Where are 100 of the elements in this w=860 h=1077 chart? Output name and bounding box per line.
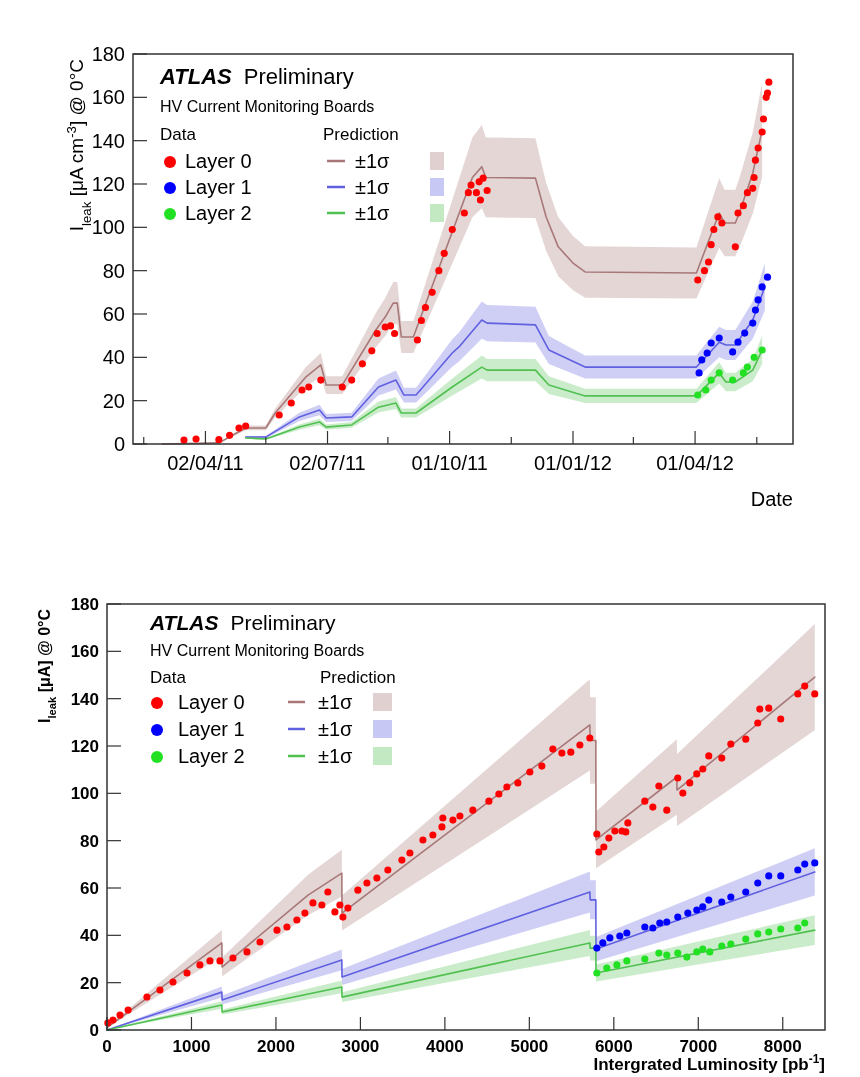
point — [613, 961, 621, 969]
legend-label: ±1σ — [318, 691, 354, 713]
y-tick-label: 0 — [113, 433, 125, 455]
point — [476, 196, 485, 204]
point — [242, 422, 250, 430]
legend-label: Layer 0 — [185, 150, 252, 172]
point — [703, 349, 711, 357]
point — [794, 866, 802, 874]
point — [226, 431, 234, 439]
point — [741, 329, 749, 337]
point — [440, 249, 448, 257]
point — [368, 347, 376, 355]
point — [763, 273, 772, 281]
point — [695, 369, 703, 377]
point — [700, 267, 709, 275]
legend-label: Layer 1 — [185, 176, 252, 198]
x-tick-label: 01/04/12 — [656, 452, 734, 474]
annotation: Data — [150, 668, 187, 687]
point — [759, 115, 768, 123]
point — [707, 241, 715, 249]
point — [649, 924, 657, 932]
point — [734, 209, 742, 217]
point — [727, 940, 735, 948]
point — [674, 913, 682, 921]
point — [765, 928, 773, 936]
point — [750, 173, 758, 182]
point — [603, 964, 611, 972]
point — [663, 951, 671, 959]
point — [663, 918, 671, 926]
point — [727, 893, 735, 901]
legend-label: ±1σ — [355, 202, 391, 224]
point — [417, 316, 425, 325]
point — [777, 872, 785, 880]
point — [758, 283, 766, 291]
point — [386, 322, 395, 330]
point — [707, 376, 715, 384]
y-tick-label: 160 — [70, 642, 99, 662]
point — [606, 934, 614, 942]
x-tick-label: 3000 — [341, 1037, 380, 1056]
point — [235, 424, 243, 432]
point — [702, 386, 710, 394]
point — [391, 329, 399, 338]
point — [693, 948, 701, 956]
point — [460, 209, 468, 217]
point — [413, 336, 421, 344]
point — [699, 945, 707, 953]
point — [758, 346, 766, 354]
y-tick-label: 140 — [70, 689, 99, 709]
point — [305, 383, 313, 391]
y-tick-label: 80 — [80, 831, 99, 851]
point — [715, 334, 723, 342]
point — [706, 948, 714, 956]
point — [749, 184, 757, 192]
point — [448, 225, 456, 234]
annotation: HV Current Monitoring Boards — [160, 98, 375, 115]
y-tick-label: 80 — [102, 259, 125, 282]
point — [215, 436, 223, 444]
point — [704, 258, 713, 266]
y-tick-label: 40 — [102, 346, 125, 369]
x-tick-label: 1000 — [172, 1037, 211, 1056]
point — [750, 353, 758, 361]
point — [754, 144, 762, 152]
legend-label: ±1σ — [318, 745, 354, 767]
chart-subtitle: Preliminary — [230, 611, 336, 634]
point — [714, 213, 722, 221]
x-axis-title: Date — [750, 488, 793, 510]
point — [751, 156, 760, 164]
point — [180, 436, 188, 444]
y-tick-label: 100 — [70, 784, 99, 804]
point — [593, 944, 601, 952]
point — [694, 276, 702, 284]
annotation: Prediction — [323, 125, 399, 144]
legend-label: Layer 1 — [178, 718, 245, 740]
y-tick-label: 180 — [70, 594, 99, 614]
point — [479, 174, 487, 182]
point — [751, 306, 760, 314]
point — [715, 369, 723, 377]
text: ATLAS — [159, 64, 233, 89]
y-tick-label: 60 — [102, 303, 125, 325]
point — [683, 953, 691, 961]
point — [801, 860, 809, 868]
point — [749, 319, 757, 327]
point — [707, 339, 715, 347]
annotation: HV Current Monitoring Boards — [150, 642, 365, 659]
y-tick-label: 20 — [102, 389, 125, 412]
legend-label: ±1σ — [355, 176, 391, 198]
point — [317, 376, 325, 384]
point — [765, 872, 773, 880]
point — [765, 78, 773, 86]
point — [743, 363, 751, 371]
y-tick-label: 120 — [70, 736, 99, 756]
x-tick-label: 01/10/11 — [411, 452, 488, 474]
point — [694, 391, 702, 399]
annotation: Prediction — [320, 668, 396, 687]
point — [435, 267, 443, 275]
point — [656, 919, 664, 927]
point — [593, 969, 601, 977]
point — [729, 348, 737, 356]
point — [287, 399, 295, 407]
point — [483, 186, 491, 195]
